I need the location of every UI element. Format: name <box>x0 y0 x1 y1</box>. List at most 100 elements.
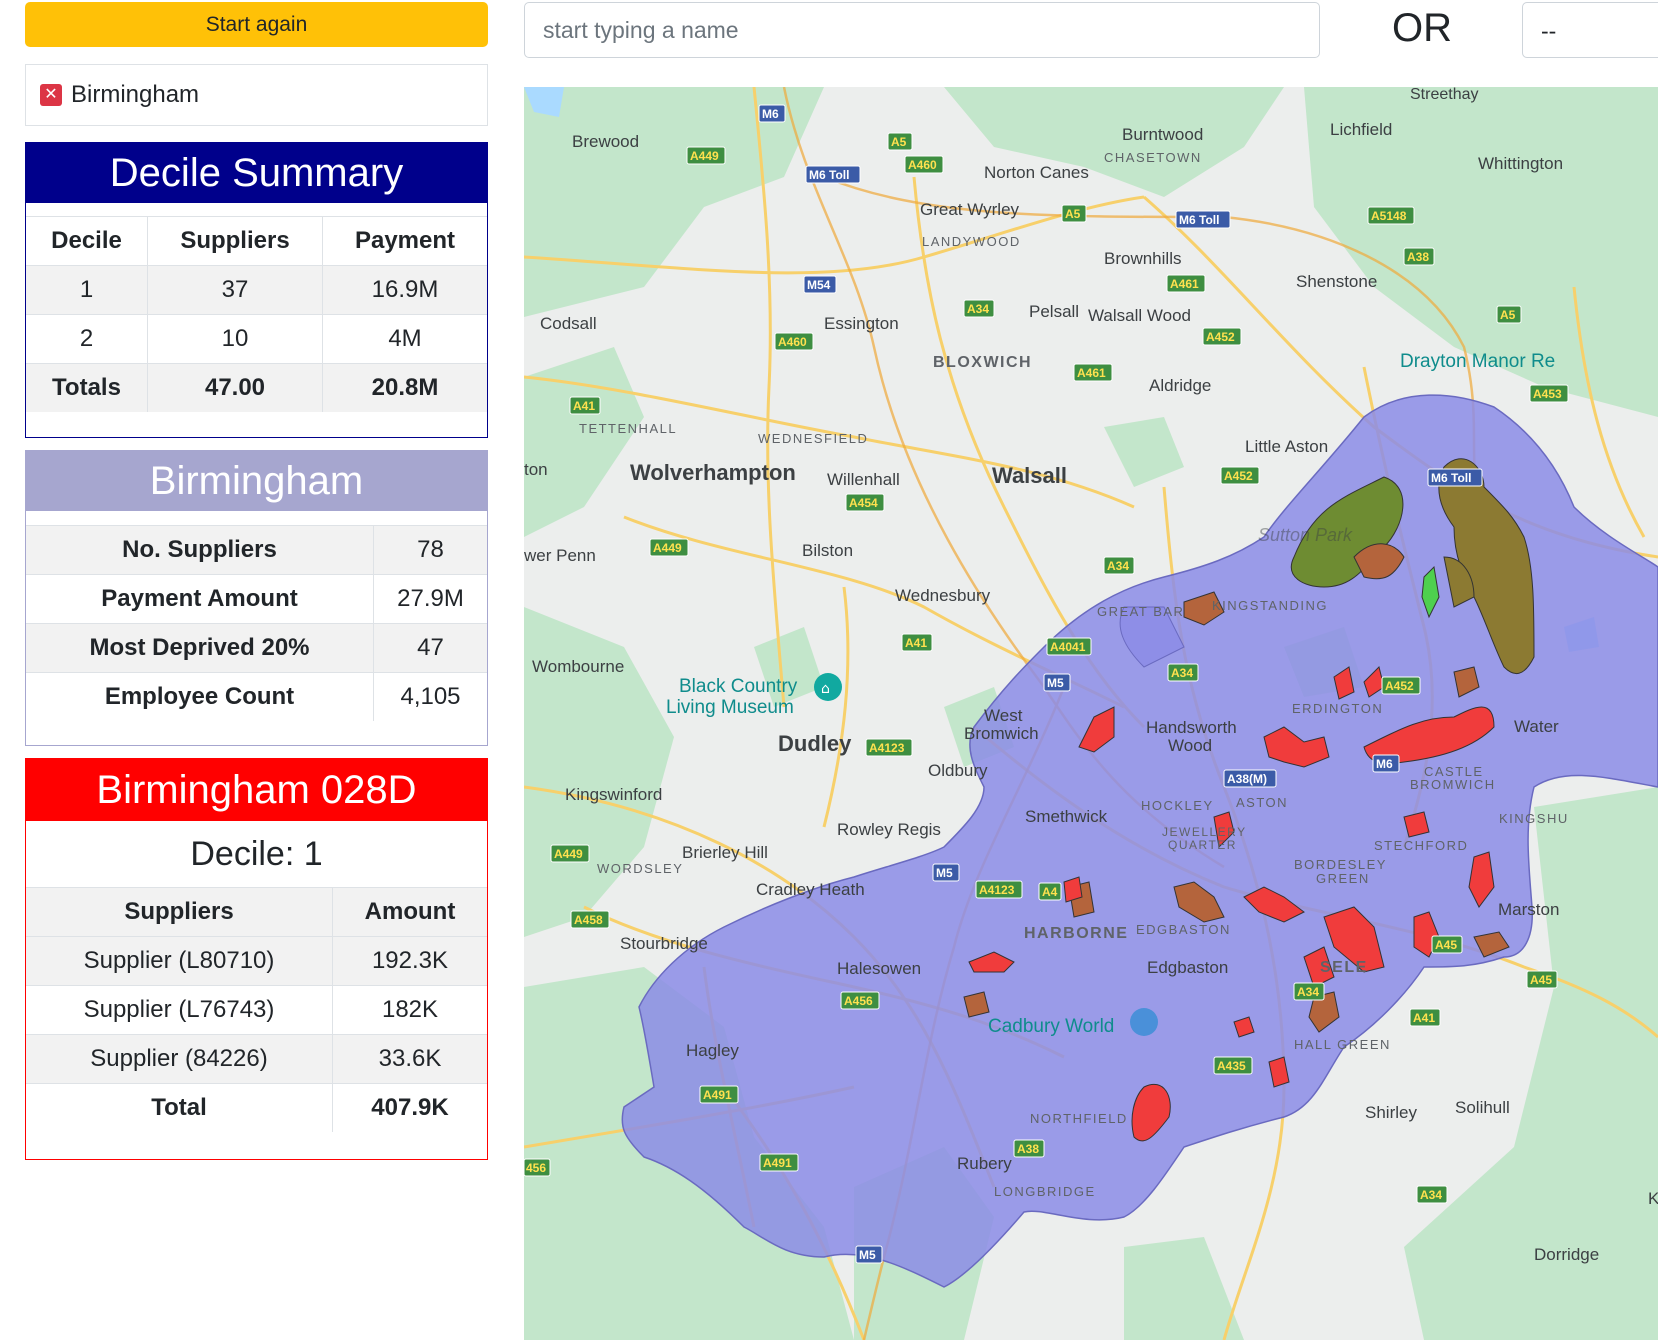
stat-label: Payment Amount <box>26 574 374 624</box>
map-label: GREEN <box>1316 871 1370 886</box>
road-shield: A449 <box>653 541 682 555</box>
map-label: Wood <box>1168 736 1212 755</box>
boundary-extension <box>1119 606 1185 668</box>
road-shield: A491 <box>703 1088 732 1102</box>
road-shield: A45 <box>1530 973 1552 987</box>
table-row: 1 37 16.9M <box>26 265 487 315</box>
map-label: Kingswinford <box>565 785 662 804</box>
road-shield: A4123 <box>869 741 905 755</box>
map-labels: Brewood Burntwood Lichfield Streethay CH… <box>524 87 1658 1264</box>
road-shield: A491 <box>763 1156 792 1170</box>
map-label: KINGSHU <box>1499 811 1569 826</box>
road-shield: A5148 <box>1371 209 1407 223</box>
lsoa-detail-panel: Birmingham 028D Decile: 1 Suppliers Amou… <box>25 758 488 1160</box>
remove-icon[interactable]: ✕ <box>40 84 62 106</box>
road-shield: M6 <box>762 107 779 121</box>
road-shield: A38 <box>1407 250 1429 264</box>
road-shield: A461 <box>1077 366 1106 380</box>
road-shield: A5 <box>1500 308 1516 322</box>
totals-row: Totals 47.00 20.8M <box>26 363 487 412</box>
map-label: BORDESLEY <box>1294 857 1387 872</box>
column-header: Amount <box>332 887 487 937</box>
stat-value: 27.9M <box>373 574 487 624</box>
road-shield: M5 <box>1047 676 1064 690</box>
stat-label: Most Deprived 20% <box>26 623 374 673</box>
road-shield: A41 <box>1413 1011 1435 1025</box>
map-label: SELE <box>1320 959 1368 976</box>
road-shield: M54 <box>807 278 831 292</box>
map-label: Dorridge <box>1534 1245 1599 1264</box>
road-shield: A452 <box>1224 469 1253 483</box>
map-canvas[interactable]: Brewood Burntwood Lichfield Streethay CH… <box>524 87 1658 1340</box>
decile-summary-table: Decile Suppliers Payment 1 37 16.9M 2 10… <box>26 216 487 412</box>
table-row: No. Suppliers 78 <box>26 525 487 575</box>
road-shield: A41 <box>573 399 595 413</box>
map-label: Brierley Hill <box>682 843 768 862</box>
payment-cell: 16.9M <box>322 265 487 315</box>
map-label: Oldbury <box>928 761 988 780</box>
map-label: CHASETOWN <box>1104 150 1202 165</box>
map-label: wer Penn <box>524 546 596 565</box>
map[interactable]: Brewood Burntwood Lichfield Streethay CH… <box>524 87 1658 1340</box>
map-label: Walsall Wood <box>1088 306 1191 325</box>
total-amount: 407.9K <box>332 1083 487 1132</box>
map-label: HALL GREEN <box>1294 1037 1391 1052</box>
road-shield: A449 <box>554 847 583 861</box>
table-row: Payment Amount 27.9M <box>26 574 487 624</box>
map-label: LANDYWOOD <box>922 234 1021 249</box>
map-label: LONGBRIDGE <box>994 1184 1096 1199</box>
supplier-cell: Supplier (L80710) <box>26 936 333 986</box>
road-shield: A458 <box>574 913 603 927</box>
road-shield: 456 <box>526 1161 546 1175</box>
area-select[interactable]: -- <box>1522 2 1658 58</box>
road-shield: M6 Toll <box>1179 213 1219 227</box>
stat-value: 47 <box>373 623 487 673</box>
total-row: Total 407.9K <box>26 1083 487 1132</box>
map-label: EDGBASTON <box>1136 922 1231 937</box>
map-label: Pelsall <box>1029 302 1079 321</box>
map-label: WEDNESFIELD <box>758 431 868 446</box>
amount-cell: 33.6K <box>332 1034 487 1084</box>
map-label: QUARTER <box>1168 838 1237 852</box>
decile-cell: 2 <box>26 314 148 364</box>
column-header: Decile <box>26 216 148 266</box>
map-label: Handsworth <box>1146 718 1237 737</box>
map-label: ton <box>524 460 548 479</box>
road-shield: A460 <box>778 335 807 349</box>
map-label: KINGSTANDING <box>1212 598 1328 613</box>
lsoa-suppliers-table: Suppliers Amount Supplier (L80710) 192.3… <box>26 887 487 1132</box>
cadbury-world-icon[interactable] <box>1130 1008 1158 1036</box>
table-row: Supplier (L80710) 192.3K <box>26 936 487 986</box>
map-label: Smethwick <box>1025 807 1108 826</box>
road-shield: A41 <box>905 636 927 650</box>
map-label: Great Wyrley <box>920 200 1020 219</box>
start-again-button[interactable]: Start again <box>25 2 488 47</box>
road-shield: A34 <box>1171 666 1193 680</box>
road-shield: A34 <box>1107 559 1129 573</box>
area-summary-title: Birmingham <box>26 451 487 511</box>
amount-cell: 192.3K <box>332 936 487 986</box>
supplier-cell: Supplier (84226) <box>26 1034 333 1084</box>
map-label: Brownhills <box>1104 249 1181 268</box>
totals-payment: 20.8M <box>322 363 487 412</box>
map-label: Bromwich <box>964 724 1039 743</box>
totals-label: Totals <box>26 363 148 412</box>
map-label: WORDSLEY <box>597 861 683 876</box>
museum-icon[interactable] <box>814 673 842 701</box>
map-label: BLOXWICH <box>933 354 1032 371</box>
search-input[interactable] <box>524 2 1320 58</box>
map-label: Cradley Heath <box>756 880 865 899</box>
map-label: Burntwood <box>1122 125 1203 144</box>
map-label: Norton Canes <box>984 163 1089 182</box>
road-shield: A453 <box>1533 387 1562 401</box>
column-header: Payment <box>322 216 487 266</box>
road-shield: A34 <box>1297 985 1319 999</box>
map-label: HARBORNE <box>1024 925 1128 942</box>
road-shield: A5 <box>891 135 907 149</box>
stat-value: 78 <box>373 525 487 575</box>
table-row: Most Deprived 20% 47 <box>26 623 487 673</box>
map-label: Marston <box>1498 900 1559 919</box>
map-label: CASTLE <box>1424 764 1484 779</box>
stat-label: Employee Count <box>26 672 374 721</box>
amount-cell: 182K <box>332 985 487 1035</box>
